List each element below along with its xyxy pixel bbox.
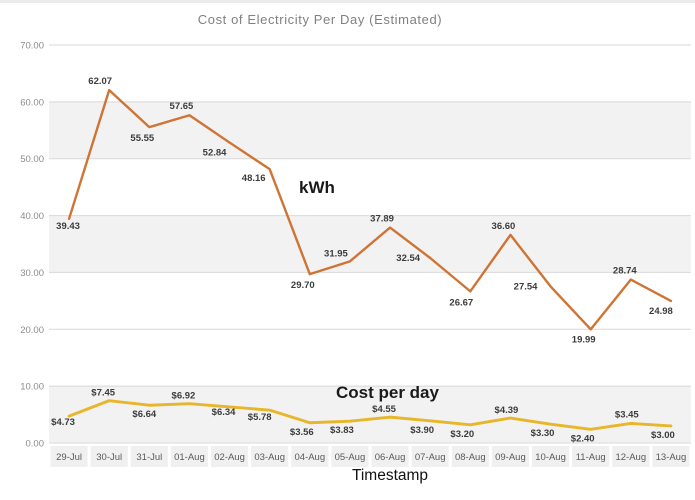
x-category-label: 07-Aug: [415, 452, 446, 463]
x-category-cell: [411, 446, 449, 467]
x-category-cell: [652, 446, 690, 467]
x-category-cell: [451, 446, 489, 467]
cost-point-label: $2.40: [571, 433, 595, 444]
x-category-label: 08-Aug: [455, 452, 486, 463]
y-tick-label: 60.00: [20, 97, 44, 108]
plot-band: [49, 386, 691, 443]
y-tick-label: 30.00: [20, 268, 44, 279]
y-tick-label: 50.00: [20, 154, 44, 165]
cost-point-label: $3.90: [410, 425, 434, 436]
kwh-point-label: 48.16: [242, 173, 266, 184]
x-axis-title: Timestamp: [351, 467, 429, 484]
cost-point-label: $6.92: [172, 391, 196, 402]
cost-line: [67, 399, 673, 431]
kwh-point-label: 28.74: [613, 266, 637, 277]
kwh-point-label: 55.55: [130, 133, 154, 144]
y-tick-label: 40.00: [20, 211, 44, 222]
x-category-cell: [211, 446, 249, 467]
x-category-cell: [251, 446, 289, 467]
cost-point-label: $3.83: [330, 425, 354, 436]
x-category-cell: [50, 446, 88, 467]
x-category-label: 05-Aug: [335, 452, 366, 463]
x-category-label: 02-Aug: [214, 452, 245, 463]
cost-point-label: $3.56: [290, 427, 314, 438]
x-category-cell: [572, 446, 610, 467]
x-category-label: 29-Jul: [56, 452, 82, 463]
x-category-label: 13-Aug: [656, 452, 687, 463]
kwh-point-label: 19.99: [572, 334, 596, 345]
x-category-cell: [90, 446, 128, 467]
kwh-point-label: 52.84: [203, 148, 227, 159]
x-category-label: 12-Aug: [615, 452, 646, 463]
x-category-cell: [371, 446, 409, 467]
cost-point-label: $4.55: [372, 404, 396, 415]
kwh-point-label: 31.95: [324, 248, 348, 259]
kwh-point-label: 32.54: [396, 253, 420, 264]
x-category-label: 04-Aug: [294, 452, 325, 463]
cost-point-label: $3.20: [450, 429, 474, 440]
kwh-point-label: 29.70: [291, 280, 315, 291]
x-category-label: 30-Jul: [96, 452, 122, 463]
cost-series-label: Cost per day: [336, 383, 439, 402]
x-category-cell: [331, 446, 369, 467]
cost-point-label: $3.00: [651, 430, 675, 441]
plot-band: [49, 101, 691, 159]
x-category-label: 10-Aug: [535, 452, 566, 463]
cost-point-label: $3.45: [615, 409, 639, 420]
top-edge-strip: [0, 0, 695, 3]
x-category-cell: [130, 446, 168, 467]
kwh-point-label: 26.67: [449, 297, 473, 308]
cost-point-label: $7.45: [91, 388, 115, 399]
x-category-label: 01-Aug: [174, 452, 205, 463]
y-tick-label: 20.00: [20, 325, 44, 336]
chart-title: Cost of Electricity Per Day (Estimated): [197, 12, 443, 27]
cost-point-label: $4.39: [495, 405, 519, 416]
x-category-cell: [170, 446, 208, 467]
cost-point-label: $5.78: [248, 412, 272, 423]
x-category-label: 11-Aug: [576, 452, 606, 463]
x-category-label: 06-Aug: [375, 452, 406, 463]
x-category-label: 31-Jul: [136, 452, 162, 463]
kwh-point-label: 36.60: [492, 221, 516, 232]
kwh-point-label: 24.98: [649, 306, 673, 317]
cost-point-label: $6.64: [132, 409, 156, 420]
x-category-cell: [491, 446, 529, 467]
kwh-point-label: 57.65: [170, 101, 194, 112]
cost-point-label: $4.73: [51, 417, 75, 428]
x-category-cell: [532, 446, 570, 467]
y-tick-label: 10.00: [20, 382, 44, 393]
x-category-cell: [291, 446, 329, 467]
cost-point-label: $6.34: [212, 407, 236, 418]
kwh-point-label: 37.89: [370, 214, 394, 225]
kwh-point-label: 62.07: [88, 76, 112, 87]
kwh-point-label: 39.43: [56, 221, 80, 232]
kwh-line: [67, 88, 673, 331]
x-category-label: 09-Aug: [495, 452, 526, 463]
x-category-label: 03-Aug: [254, 452, 285, 463]
x-category-cell: [612, 446, 650, 467]
kwh-point-label: 27.54: [514, 281, 538, 292]
y-tick-label: 0.00: [26, 439, 45, 450]
kwh-series-label: kWh: [299, 178, 335, 197]
y-tick-label: 70.00: [20, 41, 44, 52]
cost-point-label: $3.30: [531, 428, 555, 439]
